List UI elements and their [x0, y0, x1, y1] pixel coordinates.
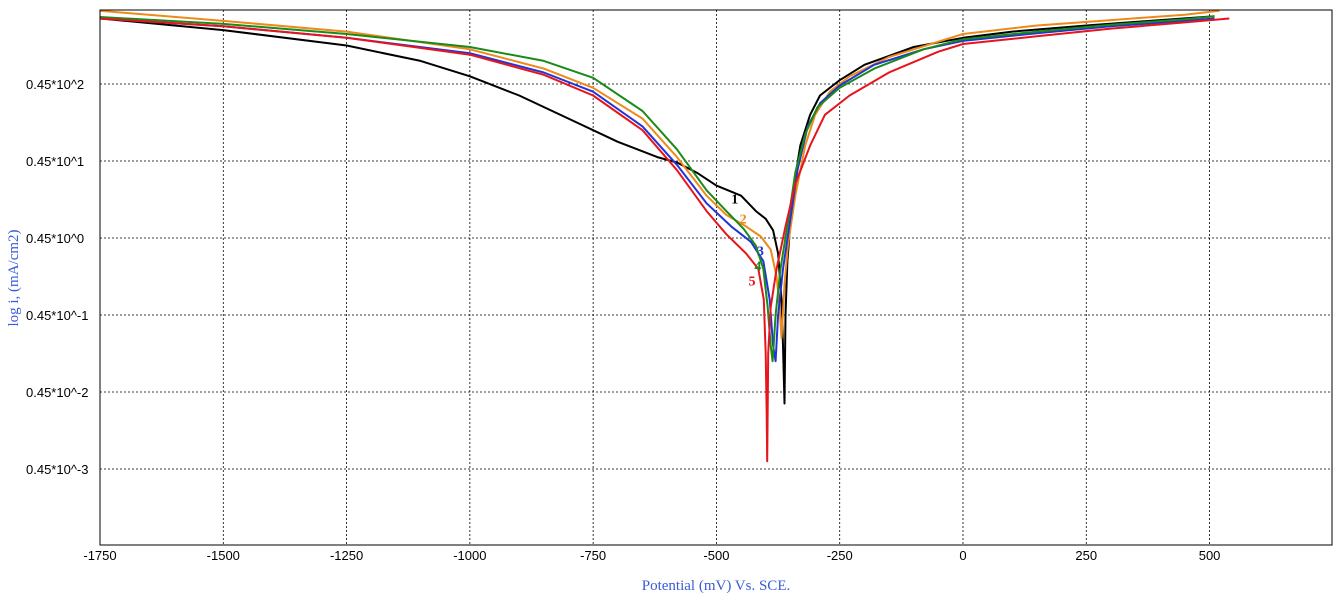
series-label-1: 1 — [731, 192, 738, 207]
y-tick-label: 0.45*10^2 — [26, 77, 84, 92]
y-tick-label: 0.45*10^-1 — [26, 308, 88, 323]
series-labels: 12 345 — [731, 192, 764, 289]
series-line-2 — [99, 9, 1220, 340]
x-tick-labels: -1750 -1500 -1250 -1000 -750 -500 -250 0 250 500 — [83, 548, 1220, 563]
x-axis-title: Potential (mV) Vs. SCE. — [642, 578, 790, 594]
x-tick-label: -250 — [827, 548, 853, 563]
grid-lines — [100, 10, 1332, 545]
x-tick-label: -1250 — [330, 548, 363, 563]
series-label-2: 2 — [740, 212, 747, 227]
series-line-5 — [99, 17, 1230, 463]
x-tick-label: -1750 — [83, 548, 116, 563]
series-lines — [99, 9, 1230, 463]
x-tick-label: -750 — [580, 548, 606, 563]
series-label-3: 3 — [757, 245, 764, 260]
y-axis-title: log i, (mA/cm2) — [6, 229, 22, 326]
x-tick-label: 500 — [1199, 548, 1221, 563]
y-tick-label: 0.45*10^-2 — [26, 385, 88, 400]
x-tick-label: -1000 — [453, 548, 486, 563]
y-tick-label: 0.45*10^-3 — [26, 462, 88, 477]
x-tick-label: -500 — [703, 548, 729, 563]
series-line-4 — [99, 15, 1215, 363]
x-tick-label: 0 — [959, 548, 966, 563]
y-tick-label: 0.45*10^0 — [26, 231, 84, 246]
y-tick-labels: 0.45*10^2 0.45*10^1 0.45*10^0 0.45*10^-1 0.4… — [26, 77, 88, 477]
plot-frame — [99, 9, 1333, 546]
series-label-4: 4 — [754, 259, 761, 274]
series-line-1 — [99, 15, 1215, 405]
x-tick-label: -1500 — [207, 548, 240, 563]
series-label-5: 5 — [748, 275, 755, 290]
series-line-3 — [99, 17, 1215, 363]
y-tick-label: 0.45*10^1 — [26, 154, 84, 169]
x-tick-label: 250 — [1075, 548, 1097, 563]
